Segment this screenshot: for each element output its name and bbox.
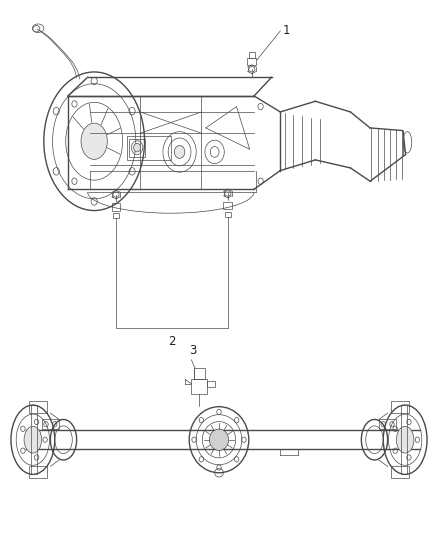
Text: 1: 1 [283,25,290,37]
Bar [113,213,119,218]
Text: 3: 3 [189,344,196,357]
Bar [225,212,231,217]
Ellipse shape [174,146,185,158]
Bar [379,419,396,429]
Bar [247,58,256,65]
Ellipse shape [81,123,107,159]
Ellipse shape [134,143,141,152]
Bar [194,368,205,379]
Bar [127,136,171,160]
Bar [42,419,59,429]
Bar [391,401,409,413]
Bar [391,466,409,478]
Bar [129,139,145,157]
Bar [31,405,37,474]
Ellipse shape [209,429,229,450]
Bar [112,203,120,211]
Bar [29,466,47,478]
Ellipse shape [24,426,42,453]
Ellipse shape [396,426,414,453]
Bar [249,52,255,58]
Bar [401,405,407,474]
Bar [191,379,207,394]
Bar [223,202,232,209]
Bar [29,401,47,413]
Text: 2: 2 [168,335,176,348]
Bar [207,381,215,387]
